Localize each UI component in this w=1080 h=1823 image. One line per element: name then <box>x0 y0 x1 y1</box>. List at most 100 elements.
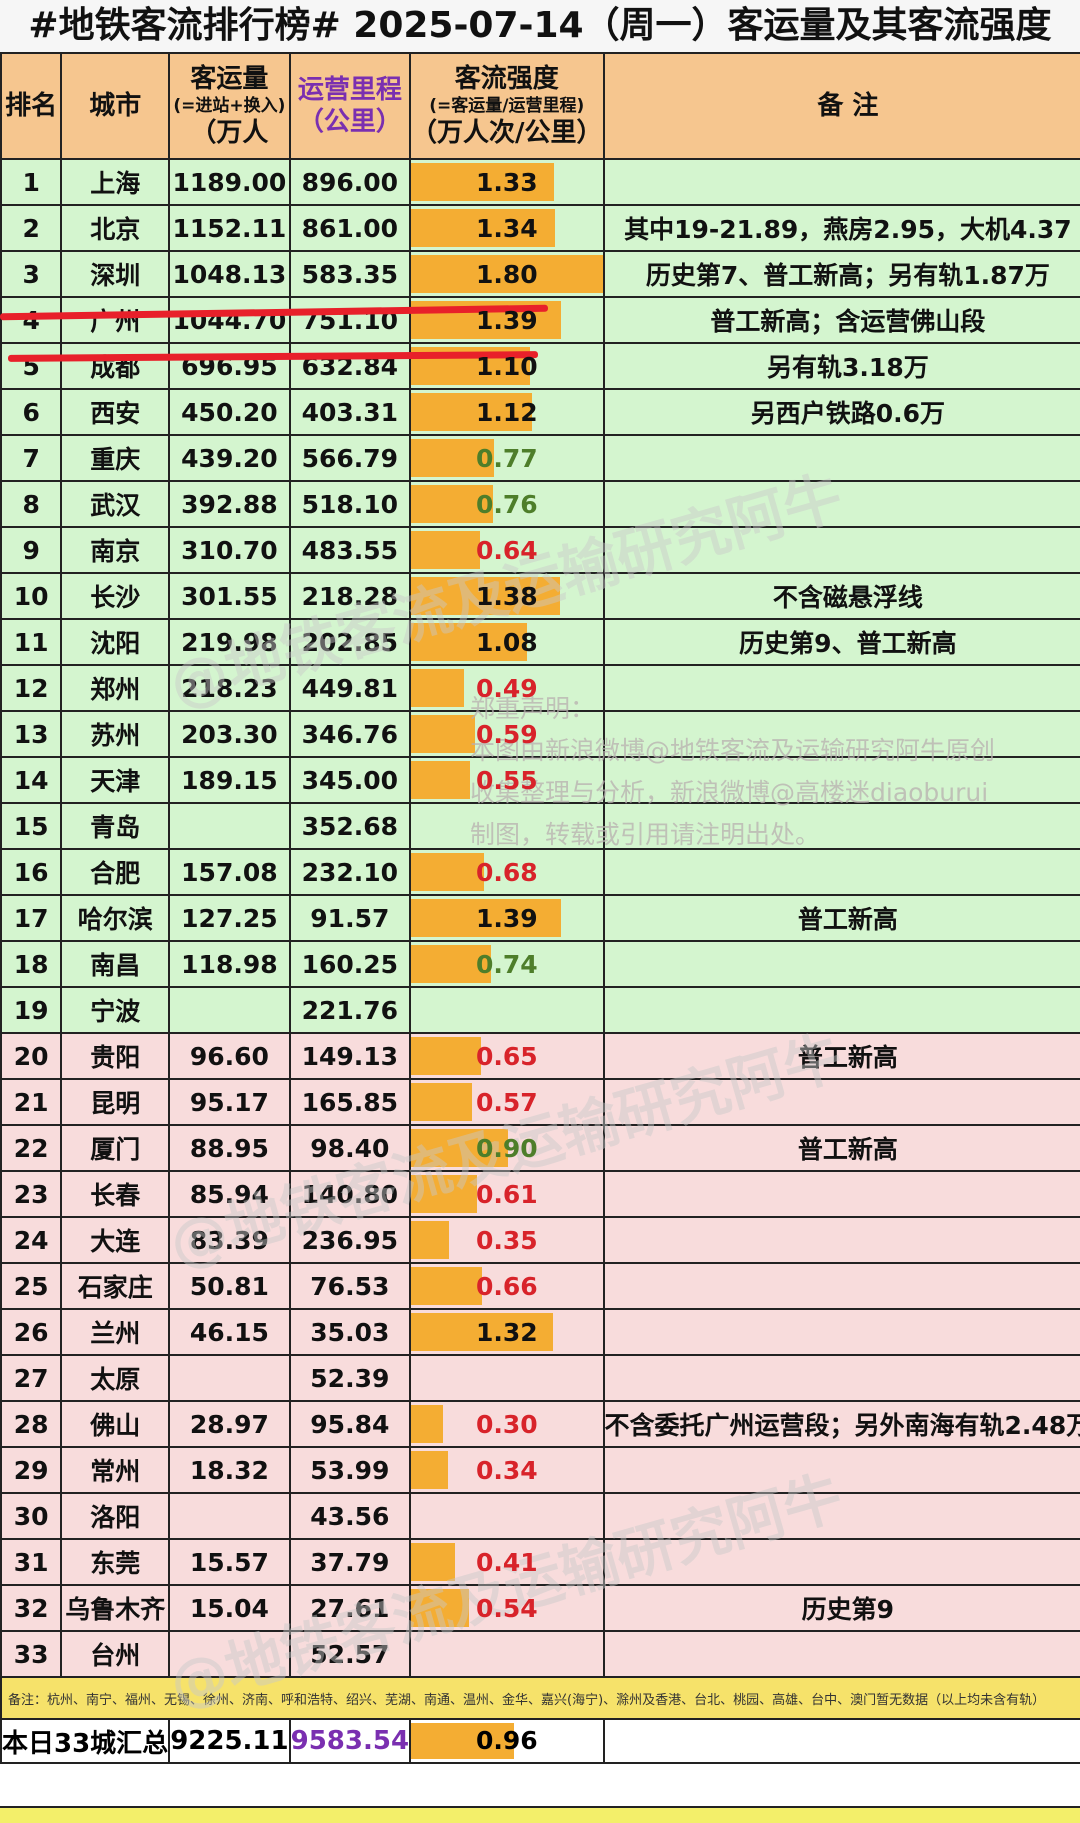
rank-cell: 10 <box>0 572 63 620</box>
intensity-cell: 0.41 <box>409 1538 605 1586</box>
note-row: 备注：杭州、南宁、福州、无锡、徐州、济南、呼和浩特、绍兴、芜湖、南通、温州、金华… <box>0 1676 1080 1720</box>
ridership-cell: 95.17 <box>168 1078 291 1126</box>
remark-cell <box>602 1446 1080 1494</box>
rank-cell: 12 <box>0 664 63 712</box>
intensity-bar <box>412 1543 456 1581</box>
intensity-value: 0.65 <box>475 1041 538 1071</box>
remark-cell <box>602 1216 1080 1264</box>
intensity-bar <box>412 255 602 293</box>
intensity-cell <box>409 1354 605 1402</box>
table-row: 9 南京 310.70 483.55 0.64 <box>0 526 1080 574</box>
remark-cell <box>602 1492 1080 1540</box>
city-cell: 成都 <box>60 342 171 390</box>
rank-cell: 3 <box>0 250 63 298</box>
city-cell: 兰州 <box>60 1308 171 1356</box>
city-cell: 武汉 <box>60 480 171 528</box>
rank-cell: 27 <box>0 1354 63 1402</box>
intensity-cell: 0.66 <box>409 1262 605 1310</box>
ridership-cell: 219.98 <box>168 618 291 666</box>
intensity-bar <box>412 623 528 661</box>
mileage-cell: 518.10 <box>288 480 412 528</box>
rank-cell: 24 <box>0 1216 63 1264</box>
intensity-value: 0.55 <box>475 765 538 795</box>
mileage-cell: 165.85 <box>288 1078 412 1126</box>
city-cell: 沈阳 <box>60 618 171 666</box>
mileage-cell: 202.85 <box>288 618 412 666</box>
mileage-cell: 751.10 <box>288 296 412 344</box>
intensity-cell: 1.34 <box>409 204 605 252</box>
remark-cell: 历史第9 <box>602 1584 1080 1632</box>
note-text: 备注：杭州、南宁、福州、无锡、徐州、济南、呼和浩特、绍兴、芜湖、南通、温州、金华… <box>0 1676 1080 1720</box>
intensity-value: 0.30 <box>475 1409 538 1439</box>
intensity-cell: 0.57 <box>409 1078 605 1126</box>
city-cell: 重庆 <box>60 434 171 482</box>
rank-cell: 26 <box>0 1308 63 1356</box>
ridership-cell: 118.98 <box>168 940 291 988</box>
intensity-bar <box>412 1175 478 1213</box>
rank-cell: 31 <box>0 1538 63 1586</box>
mileage-cell: 149.13 <box>288 1032 412 1080</box>
intensity-cell: 0.61 <box>409 1170 605 1218</box>
header-ridership: 客运量 (=进站+换入) （万人 <box>168 52 291 160</box>
intensity-cell: 1.12 <box>409 388 605 436</box>
ridership-cell: 96.60 <box>168 1032 291 1080</box>
city-cell: 长沙 <box>60 572 171 620</box>
intensity-bar <box>412 163 555 201</box>
header-remark: 备 注 <box>602 52 1080 160</box>
intensity-bar <box>412 853 485 891</box>
total-label: 本日33城汇总 <box>0 1718 171 1764</box>
rank-cell: 13 <box>0 710 63 758</box>
remark-cell <box>602 1538 1080 1586</box>
intensity-value: 1.32 <box>475 1317 538 1347</box>
mileage-cell: 43.56 <box>288 1492 412 1540</box>
mileage-cell: 98.40 <box>288 1124 412 1172</box>
bottom-strip <box>0 1806 1080 1823</box>
total-intensity: 0.96 <box>409 1718 605 1764</box>
intensity-bar <box>412 1267 483 1305</box>
total-mileage: 9583.54 <box>288 1718 412 1764</box>
rank-cell: 19 <box>0 986 63 1034</box>
remark-cell: 普工新高 <box>602 1032 1080 1080</box>
intensity-bar <box>412 1589 470 1627</box>
intensity-value: 0.64 <box>475 535 538 565</box>
table-row: 3 深圳 1048.13 583.35 1.80 历史第7、普工新高；另有轨1.87万 <box>0 250 1080 298</box>
mileage-cell: 91.57 <box>288 894 412 942</box>
table-row: 8 武汉 392.88 518.10 0.76 <box>0 480 1080 528</box>
remark-cell: 普工新高；含运营佛山段 <box>602 296 1080 344</box>
rank-cell: 22 <box>0 1124 63 1172</box>
table-row: 10 长沙 301.55 218.28 1.38 不含磁悬浮线 <box>0 572 1080 620</box>
city-cell: 深圳 <box>60 250 171 298</box>
intensity-cell <box>409 1492 605 1540</box>
intensity-cell: 0.68 <box>409 848 605 896</box>
mileage-cell: 632.84 <box>288 342 412 390</box>
intensity-value: 0.68 <box>475 857 538 887</box>
intensity-bar <box>412 1129 509 1167</box>
ridership-cell: 218.23 <box>168 664 291 712</box>
table-row: 14 天津 189.15 345.00 0.55 <box>0 756 1080 804</box>
header-city: 城市 <box>60 52 171 160</box>
intensity-cell: 0.77 <box>409 434 605 482</box>
remark-cell <box>602 986 1080 1034</box>
ridership-cell <box>168 986 291 1034</box>
city-cell: 大连 <box>60 1216 171 1264</box>
rank-cell: 17 <box>0 894 63 942</box>
rank-cell: 5 <box>0 342 63 390</box>
remark-cell: 另西户铁路0.6万 <box>602 388 1080 436</box>
intensity-value: 1.33 <box>475 167 538 197</box>
intensity-bar <box>412 1037 482 1075</box>
remark-cell: 不含委托广州运营段；另外南海有轨2.48万 <box>602 1400 1080 1448</box>
mileage-cell: 449.81 <box>288 664 412 712</box>
intensity-value: 0.41 <box>475 1547 538 1577</box>
intensity-cell: 0.76 <box>409 480 605 528</box>
intensity-cell: 0.65 <box>409 1032 605 1080</box>
intensity-cell: 1.10 <box>409 342 605 390</box>
city-cell: 台州 <box>60 1630 171 1678</box>
intensity-value: 1.39 <box>475 903 538 933</box>
intensity-bar <box>412 209 556 247</box>
intensity-cell: 0.59 <box>409 710 605 758</box>
mileage-cell: 896.00 <box>288 158 412 206</box>
mileage-cell: 52.57 <box>288 1630 412 1678</box>
table-row: 24 大连 83.39 236.95 0.35 <box>0 1216 1080 1264</box>
intensity-value: 1.34 <box>475 213 538 243</box>
table-row: 32 乌鲁木齐 15.04 27.61 0.54 历史第9 <box>0 1584 1080 1632</box>
